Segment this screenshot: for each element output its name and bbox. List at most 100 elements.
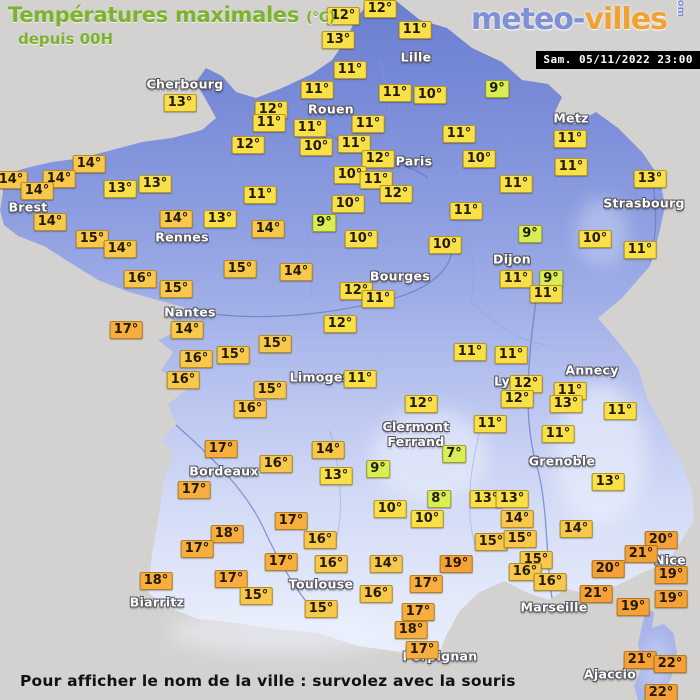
temp-badge[interactable]: 11° [293,119,327,137]
temp-badge[interactable]: 17° [177,481,211,499]
temp-badge[interactable]: 17° [214,570,248,588]
temp-badge[interactable]: 11° [494,346,528,364]
temp-badge[interactable]: 16° [359,585,393,603]
temp-badge[interactable]: 14° [369,555,403,573]
temp-badge[interactable]: 15° [223,260,257,278]
temp-badge[interactable]: 11° [378,84,412,102]
temp-badge[interactable]: 10° [462,150,496,168]
temp-badge[interactable]: 13° [203,210,237,228]
temp-badge[interactable]: 12° [404,395,438,413]
temp-badge[interactable]: 11° [499,270,533,288]
temp-badge[interactable]: 16° [303,531,337,549]
temp-badge[interactable]: 14° [559,520,593,538]
temp-badge[interactable]: 14° [500,510,534,528]
temp-badge[interactable]: 21° [624,545,658,563]
temp-badge[interactable]: 13° [103,180,137,198]
temp-badge[interactable]: 15° [159,280,193,298]
temp-badge[interactable]: 16° [179,350,213,368]
temp-badge[interactable]: 13° [319,467,353,485]
temp-badge[interactable]: 11° [473,415,507,433]
temp-badge[interactable]: 12° [509,375,543,393]
temp-badge[interactable]: 10° [428,236,462,254]
temp-badge[interactable]: 11° [343,370,377,388]
temp-badge[interactable]: 14° [103,240,137,258]
temp-badge[interactable]: 21° [579,585,613,603]
temp-badge[interactable]: 11° [529,285,563,303]
temp-badge[interactable]: 11° [333,61,367,79]
temp-badge[interactable]: 11° [351,115,385,133]
temp-badge[interactable]: 20° [591,560,625,578]
temp-badge[interactable]: 13° [321,31,355,49]
temp-badge[interactable]: 9° [312,214,336,232]
temp-badge[interactable]: 14° [20,182,54,200]
temp-badge[interactable]: 16° [533,573,567,591]
temp-badge[interactable]: 17° [409,575,443,593]
temp-badge[interactable]: 18° [210,525,244,543]
temp-badge[interactable]: 15° [75,230,109,248]
temp-badge[interactable]: 15° [474,533,508,551]
temp-badge[interactable]: 12° [500,390,534,408]
temp-badge[interactable]: 12° [363,0,397,18]
temp-badge[interactable]: 12° [231,136,265,154]
temp-badge[interactable]: 11° [603,402,637,420]
temp-badge[interactable]: 11° [553,130,587,148]
temp-badge[interactable]: 11° [359,171,393,189]
temp-badge[interactable]: 13° [163,94,197,112]
temp-badge[interactable]: 10° [413,86,447,104]
temp-badge[interactable]: 12° [326,7,360,25]
temp-badge[interactable]: 11° [453,343,487,361]
temp-badge[interactable]: 16° [233,400,267,418]
temp-badge[interactable]: 20° [644,531,678,549]
temp-badge[interactable]: 9° [366,460,390,478]
temp-badge[interactable]: 17° [109,321,143,339]
temp-badge[interactable]: 13° [549,395,583,413]
temp-badge[interactable]: 22° [653,655,687,673]
temp-badge[interactable]: 19° [439,555,473,573]
temp-badge[interactable]: 10° [410,510,444,528]
temp-badge[interactable]: 9° [485,80,509,98]
temp-badge[interactable]: 11° [337,135,371,153]
temp-badge[interactable]: 12° [379,185,413,203]
temp-badge[interactable]: 22° [644,684,678,700]
temp-badge[interactable]: 12° [323,315,357,333]
temp-badge[interactable]: 10° [331,195,365,213]
temp-badge[interactable]: 13° [138,175,172,193]
temp-badge[interactable]: 14° [251,220,285,238]
temp-badge[interactable]: 16° [123,270,157,288]
temp-badge[interactable]: 15° [216,346,250,364]
temp-badge[interactable]: 15° [258,335,292,353]
temp-badge[interactable]: 13° [633,170,667,188]
temp-badge[interactable]: 10° [578,230,612,248]
temp-badge[interactable]: 13° [469,490,503,508]
temp-badge[interactable]: 12° [361,150,395,168]
temp-badge[interactable]: 11° [243,186,277,204]
temp-badge[interactable]: 11° [499,175,533,193]
temp-badge[interactable]: 8° [427,490,451,508]
temp-badge[interactable]: 9° [518,225,542,243]
temp-badge[interactable]: 17° [274,512,308,530]
temp-badge[interactable]: 13° [591,473,625,491]
temp-badge[interactable]: 15° [239,587,273,605]
temp-badge[interactable]: 14° [33,213,67,231]
temp-badge[interactable]: 19° [654,590,688,608]
temp-badge[interactable]: 17° [180,540,214,558]
temp-badge[interactable]: 14° [311,441,345,459]
temp-badge[interactable]: 10° [299,138,333,156]
temp-badge[interactable]: 17° [204,440,238,458]
temp-badge[interactable]: 19° [654,566,688,584]
temp-badge[interactable]: 14° [0,171,28,189]
temp-badge[interactable]: 11° [361,290,395,308]
temp-badge[interactable]: 11° [252,114,286,132]
temp-badge[interactable]: 10° [344,230,378,248]
temp-badge[interactable]: 7° [442,445,466,463]
temp-badge[interactable]: 15° [253,381,287,399]
temp-badge[interactable]: 9° [539,270,563,288]
temp-badge[interactable]: 19° [616,598,650,616]
temp-badge[interactable]: 16° [508,563,542,581]
temp-badge[interactable]: 11° [442,125,476,143]
temp-badge[interactable]: 16° [314,555,348,573]
temp-badge[interactable]: 15° [304,600,338,618]
temp-badge[interactable]: 14° [159,210,193,228]
temp-badge[interactable]: 10° [373,500,407,518]
temp-badge[interactable]: 16° [259,455,293,473]
